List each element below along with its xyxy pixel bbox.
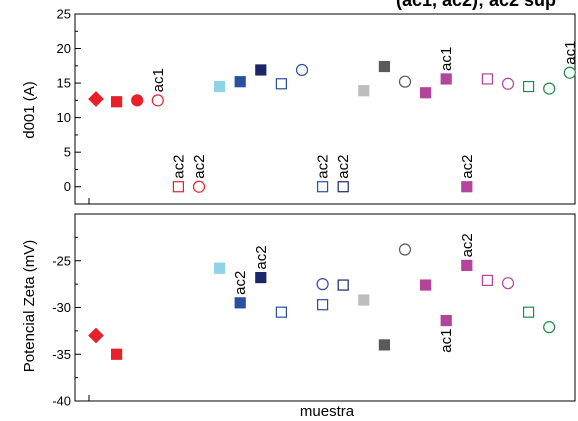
data-point	[543, 82, 556, 95]
data-point	[151, 94, 164, 107]
y-axis-label-d001: d001 (A)	[21, 81, 38, 139]
data-point	[110, 96, 123, 108]
data-point	[378, 339, 390, 351]
data-point	[172, 181, 184, 193]
point-annotation: ac2	[232, 271, 249, 295]
data-point	[398, 75, 412, 88]
data-point	[501, 277, 515, 290]
y-tick-label: 5	[64, 145, 71, 160]
data-point	[378, 60, 390, 73]
data-point	[275, 306, 287, 318]
x-axis-label: muestra	[300, 403, 355, 420]
data-point	[420, 279, 432, 291]
point-annotation: ac2	[253, 245, 270, 269]
point-annotation: ac1	[150, 68, 167, 92]
y-tick-label: -30	[52, 300, 71, 315]
chart-title: (ac1, ac2); ac2 sup	[396, 0, 556, 10]
data-point	[543, 321, 556, 334]
data-point	[317, 181, 329, 193]
y-axis-label-potencial-zeta: Potencial Zeta (mV)	[21, 240, 38, 373]
data-point	[255, 64, 267, 76]
y-tick-label: 20	[57, 41, 71, 56]
data-point	[192, 180, 206, 193]
data-point	[461, 181, 473, 193]
point-annotation: ac2	[335, 155, 352, 179]
data-point	[234, 297, 246, 309]
data-point	[358, 294, 370, 306]
point-annotation: ac2	[170, 155, 187, 179]
data-point	[481, 73, 493, 85]
data-point	[214, 262, 226, 274]
data-point	[501, 77, 515, 90]
point-annotation: ac1	[438, 47, 455, 71]
data-point	[214, 80, 226, 93]
y-tick-label: -25	[52, 253, 71, 268]
y-tick-label: -40	[52, 394, 71, 409]
point-annotation: ac2	[191, 155, 208, 179]
data-point	[317, 299, 329, 311]
y-tick-label: -35	[52, 347, 71, 362]
data-point	[316, 278, 329, 291]
point-annotation: ac2	[459, 155, 476, 179]
data-point	[440, 73, 452, 85]
data-point	[440, 314, 452, 327]
data-point	[358, 85, 370, 97]
data-point	[255, 271, 267, 284]
y-tick-label: 0	[64, 179, 71, 194]
data-point	[131, 94, 144, 107]
data-point	[234, 76, 246, 88]
data-point	[275, 78, 287, 90]
y-tick-label: 15	[57, 76, 71, 91]
data-point	[88, 91, 104, 107]
point-annotation: ac2	[459, 233, 476, 257]
point-annotation: ac1	[562, 41, 578, 65]
data-point	[110, 348, 123, 360]
data-point	[481, 274, 493, 286]
plot-frame	[74, 13, 576, 205]
data-point	[337, 279, 349, 291]
point-annotation: ac2	[315, 155, 332, 179]
data-point	[563, 66, 576, 79]
point-annotation: ac1	[438, 329, 455, 353]
data-point	[295, 63, 309, 77]
data-point	[337, 181, 349, 193]
data-point	[522, 306, 535, 318]
y-tick-label: 10	[57, 110, 71, 125]
data-point	[522, 80, 535, 93]
data-point	[420, 87, 432, 99]
y-tick-label: 25	[57, 7, 71, 22]
data-point	[88, 327, 104, 344]
data-point	[398, 243, 412, 256]
data-point	[461, 259, 473, 272]
